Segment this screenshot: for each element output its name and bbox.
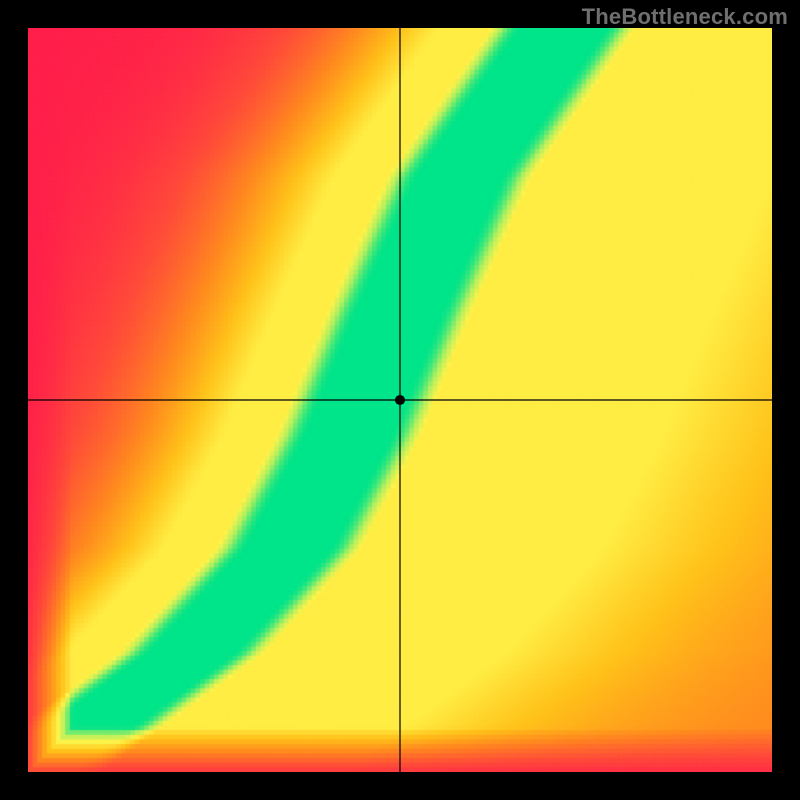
selection-marker — [395, 395, 405, 405]
chart-overlay — [0, 0, 800, 800]
chart-container: TheBottleneck.com — [0, 0, 800, 800]
watermark-text: TheBottleneck.com — [582, 4, 788, 30]
